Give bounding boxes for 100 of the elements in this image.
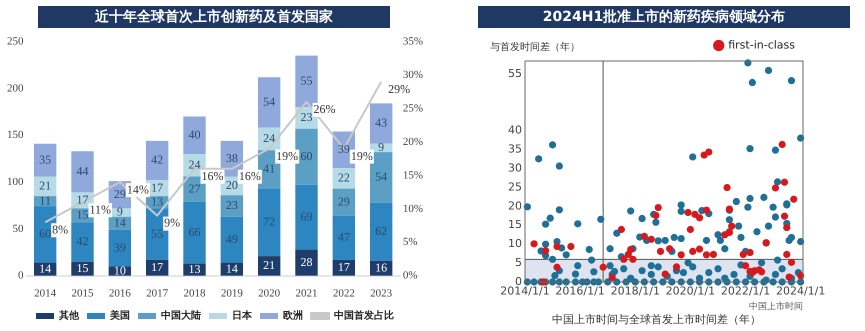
data-label: 28 [300,254,313,269]
data-label: 13 [151,194,164,208]
data-label: 13 [188,262,200,276]
data-label: 21 [39,178,52,192]
point [553,264,561,271]
y2-tick-label: 10% [402,202,424,215]
point [778,140,786,148]
x-tick-label: 2017 [146,287,169,300]
y-tick-label: 35 [508,142,522,156]
y2-tick-label: 20% [402,136,424,148]
x-tick-label: 2024/1/1 [776,284,826,298]
y2-tick-label: 30% [402,68,424,81]
data-label: 17 [76,192,88,207]
point [746,248,754,256]
point [783,250,790,258]
bar [332,168,356,189]
x-tick-label: 2019 [220,287,244,300]
data-label: 47 [338,230,350,244]
x-axis-title: 中国上市时间 [749,300,803,312]
point [672,263,680,270]
data-label: 39 [338,142,350,156]
y-tick-label: 100 [7,176,24,188]
y-tick-label: 200 [7,82,24,94]
point [702,206,710,214]
data-label: 10 [114,263,126,278]
data-label: 8% [52,222,68,236]
x-tick-label: 2014 [34,287,57,300]
data-label: 44 [76,164,88,178]
point [648,236,655,243]
data-label: 9 [378,140,384,154]
point [702,251,710,258]
y-axis-title: 与首发时间差（年） [490,40,580,54]
point [783,224,790,232]
data-label: 19% [350,148,373,163]
data-label: 72 [263,214,276,229]
point [790,196,798,203]
bar [220,195,244,217]
x-tick-label: 2018 [184,287,206,300]
bar [71,222,94,262]
data-label: 14 [226,261,238,276]
x-tick-label: 2023 [370,287,393,300]
bar [146,140,168,180]
bar [183,116,206,154]
point [780,212,788,220]
bar [332,188,356,216]
point [542,247,550,254]
y2-tick-label: 25% [402,102,424,114]
x-tick-label: 2016/1/1 [555,284,605,298]
bar [108,230,132,266]
data-label: 23 [300,110,313,124]
bar [370,103,392,144]
data-label: 14% [126,182,149,196]
data-label: 43 [375,116,388,130]
y-tick-label: 25 [508,180,522,194]
data-label: 42 [76,234,88,248]
x-tick-label: 2022/1/1 [720,284,770,298]
point [721,231,728,238]
x-tick-label: 2020/1/1 [666,284,716,298]
data-label: 17 [338,260,350,274]
bar [34,144,56,176]
y-tick-label: 250 [7,35,24,48]
data-label: 24 [188,157,200,172]
data-label: 17 [151,260,164,274]
point [740,250,747,258]
text: 中国上市时间与全球首发上市时间差（年） [552,312,761,327]
bar [295,184,318,250]
bar [332,216,356,260]
y-tick-label: 55 [508,67,522,80]
bar [34,176,56,196]
point [553,242,561,250]
point [530,240,538,248]
bar [258,188,280,256]
data-label: 17 [151,180,164,194]
point [662,270,669,278]
y-tick-label: 5 [515,256,522,269]
point [618,226,625,234]
data-label: 11 [39,193,51,208]
data-label: 14 [39,261,52,276]
chart-title: 近十年全球首次上市创新药及首发国家 [38,6,390,28]
data-label: 38 [226,150,238,165]
data-label: 54 [375,170,388,184]
data-label: 62 [375,224,388,238]
point [689,248,696,255]
point [654,204,662,212]
point [608,274,616,282]
data-label: 26% [314,102,336,116]
point [640,232,648,240]
data-label: 16 [375,260,388,274]
data-label: 41 [263,162,276,176]
x-tick-label: 2022 [332,287,355,300]
point [728,222,736,230]
point [567,242,574,250]
data-label: 15 [76,260,88,275]
y-tick-label: 0 [18,270,24,282]
data-label: 49 [226,232,238,246]
bar [258,77,280,128]
data-label: 29% [388,82,410,96]
y-tick-label: 20 [508,199,522,212]
data-label: 24 [263,131,276,146]
bar [258,256,280,276]
